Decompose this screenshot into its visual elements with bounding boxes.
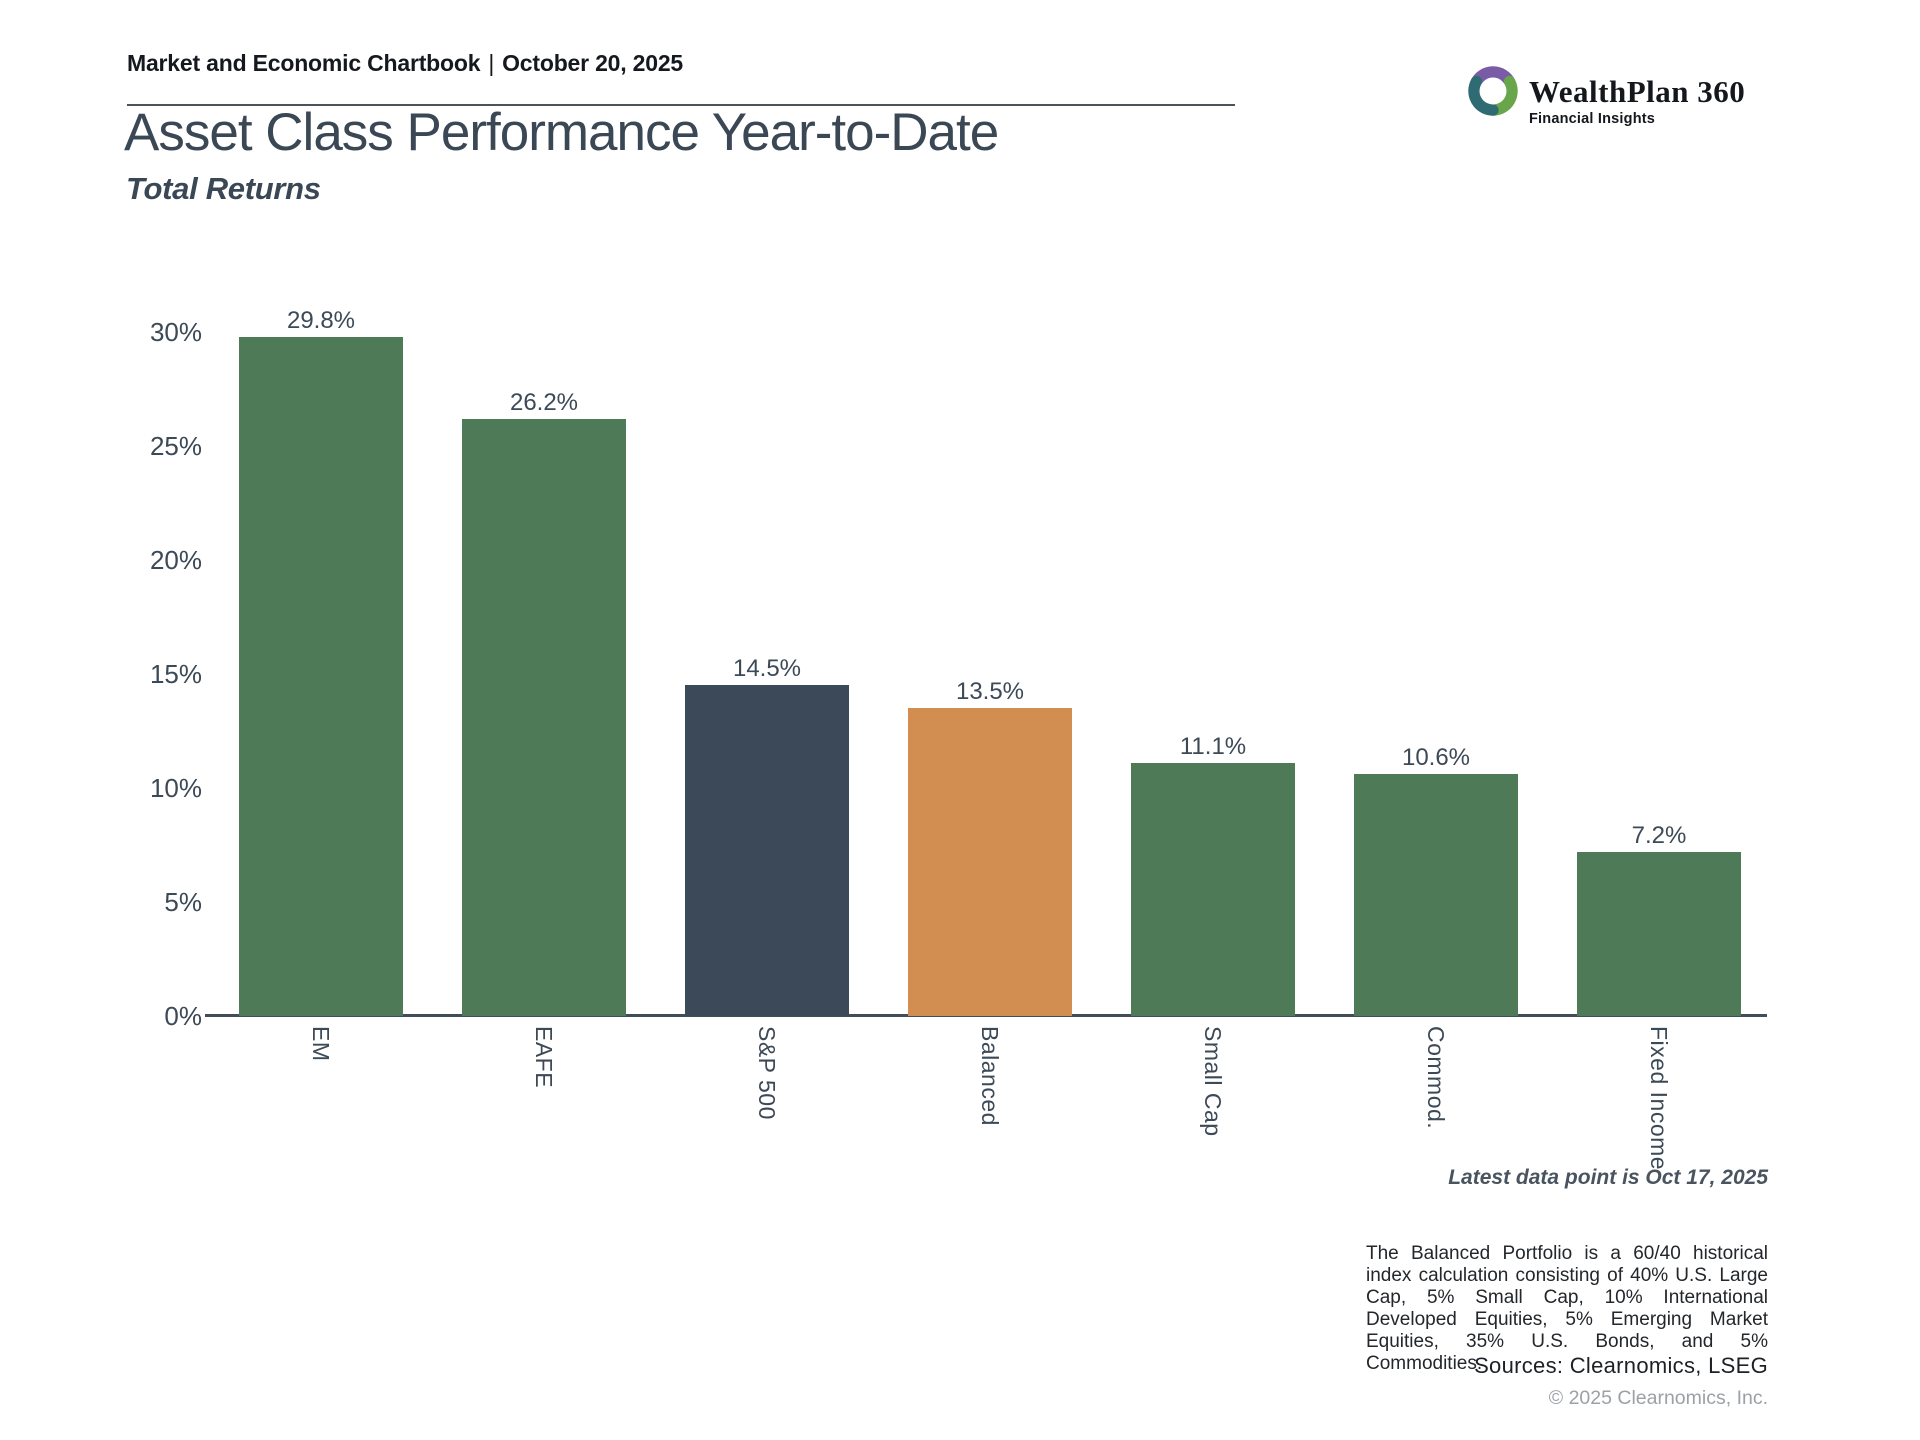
bar-value-label-eafe: 26.2% [509,389,579,416]
x-axis-label-em: EM [308,1026,334,1062]
bar-value-label-em: 29.8% [286,307,356,334]
header-rule [127,104,1235,106]
x-axis-label-fixed-income: Fixed Income [1646,1026,1672,1171]
logo-tagline: Financial Insights [1529,111,1656,127]
bar-s-p-500 [685,685,849,1016]
bar-fixed-income [1577,852,1741,1016]
y-tick-label-5: 5% [164,887,202,917]
page-title: Asset Class Performance Year-to-Date [124,103,999,162]
bar-value-label-small-cap: 11.1% [1179,733,1247,760]
bar-value-label-balanced: 13.5% [955,678,1025,705]
y-tick-label-0: 0% [164,1001,202,1031]
chartbook-title: Market and Economic Chartbook [127,50,481,76]
x-axis-label-s-p-500: S&P 500 [754,1026,780,1120]
latest-data-note: Latest data point is Oct 17, 2025 [1448,1166,1768,1189]
x-axis-label-small-cap: Small Cap [1200,1026,1226,1137]
bar-commod [1354,774,1518,1016]
bar-em [239,337,403,1016]
header-separator: | [488,50,495,76]
page-subtitle: Total Returns [126,171,321,206]
bar-eafe [462,419,626,1016]
x-axis-label-commod: Commod. [1423,1026,1449,1130]
x-axis-label-balanced: Balanced [977,1026,1003,1126]
logo-wordmark: WealthPlan 360 [1529,74,1746,109]
bar-value-label-fixed-income: 7.2% [1631,822,1687,849]
bar-value-label-commod: 10.6% [1401,744,1471,771]
bar-small-cap [1131,763,1295,1016]
y-tick-label-20: 20% [149,545,202,575]
chartbook-header: Market and Economic Chartbook | October 20… [127,50,683,77]
balanced-portfolio-footnote: The Balanced Portfolio is a 60/40 histor… [1366,1243,1768,1375]
logo-swirl-icon [1468,66,1518,116]
bar-value-label-s-p-500: 14.5% [732,655,802,682]
y-tick-label-30: 30% [149,317,202,347]
x-axis-label-eafe: EAFE [531,1026,557,1089]
bar-balanced [908,708,1072,1016]
y-tick-label-10: 10% [149,773,202,803]
logo: WealthPlan 360 Financial Insights [1466,64,1745,127]
copyright-note: © 2025 Clearnomics, Inc. [1548,1387,1768,1409]
y-tick-label-15: 15% [149,659,202,689]
sources-note: Sources: Clearnomics, LSEG [1474,1353,1768,1378]
logo-text: WealthPlan 360 Financial Insights [1529,76,1745,127]
chartbook-date: October 20, 2025 [502,50,684,76]
y-tick-label-25: 25% [149,431,202,461]
